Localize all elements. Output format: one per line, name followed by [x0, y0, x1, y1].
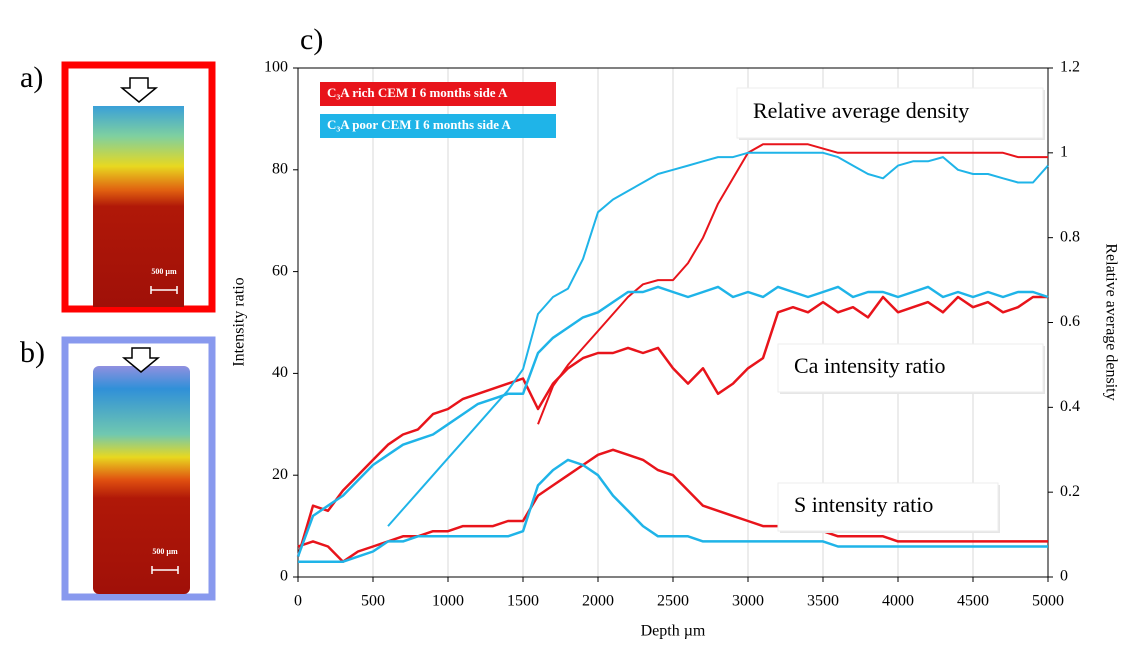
- panel-label: b): [20, 336, 45, 369]
- line-s-intensity: [297, 448, 1048, 563]
- y2-tick-label: 0.6: [1060, 313, 1080, 330]
- legend-label: C₃A rich CEM I 6 months side A: [327, 85, 508, 100]
- y2-tick-label: 1: [1060, 144, 1068, 161]
- line-density: [537, 143, 1048, 425]
- x-tick-label: 1500: [507, 593, 539, 610]
- y2-tick-label: 0.4: [1060, 398, 1080, 415]
- line-density: [387, 151, 1049, 527]
- x-tick-label: 0: [294, 593, 302, 610]
- y2-tick-label: 1.2: [1060, 59, 1080, 76]
- annotation: Ca intensity ratio: [794, 353, 946, 378]
- arrow: [119, 77, 159, 103]
- scale-bar: [151, 566, 179, 574]
- scan-image: [93, 366, 190, 594]
- panel-label: a): [20, 61, 43, 94]
- scan-image: [93, 106, 184, 307]
- annotation: S intensity ratio: [794, 492, 933, 517]
- x-tick-label: 500: [361, 593, 385, 610]
- scale-bar-label: 500 µm: [151, 267, 177, 276]
- x-tick-label: 2000: [582, 593, 614, 610]
- scale-bar: [150, 286, 178, 294]
- line-ca-intensity: [296, 285, 1049, 558]
- panel-b: b) 500 µm: [20, 336, 216, 601]
- y-tick-label: 40: [272, 364, 288, 381]
- legend-label: C₃A poor CEM I 6 months side A: [327, 117, 511, 132]
- y2-tick-label: 0.8: [1060, 228, 1080, 245]
- x-tick-label: 1000: [432, 593, 464, 610]
- x-tick-label: 4500: [957, 593, 989, 610]
- scale-bar-label: 500 µm: [152, 547, 178, 556]
- y-tick-label: 20: [272, 466, 288, 483]
- x-tick-label: 3000: [732, 593, 764, 610]
- y2-axis-label: Relative average density: [1102, 243, 1119, 400]
- annotation: Relative average density: [753, 98, 969, 123]
- x-tick-label: 5000: [1032, 593, 1064, 610]
- plot-frame: [297, 67, 1049, 578]
- panel-a: a) 500 µm: [20, 61, 216, 313]
- line-s-intensity: [298, 458, 1048, 563]
- y-tick-label: 100: [264, 59, 288, 76]
- annotation-box: [777, 343, 1044, 393]
- y2-tick-label: 0: [1060, 568, 1068, 585]
- y-tick-label: 60: [272, 262, 288, 279]
- annotation-box: [736, 87, 1044, 139]
- panel-border: [61, 61, 216, 313]
- panel-border: [61, 336, 216, 601]
- x-axis-label: Depth µm: [641, 623, 706, 640]
- arrow: [121, 347, 161, 373]
- line-ca-intensity: [296, 295, 1048, 557]
- y2-tick-label: 0.2: [1060, 483, 1080, 500]
- panel-label: c): [300, 23, 323, 56]
- x-tick-label: 3500: [807, 593, 839, 610]
- x-tick-label: 4000: [882, 593, 914, 610]
- legend-swatch: [320, 82, 556, 106]
- y-tick-label: 0: [280, 568, 288, 585]
- annotation-box: [777, 482, 999, 532]
- legend-swatch: [320, 114, 556, 138]
- y-tick-label: 80: [272, 160, 288, 177]
- x-tick-label: 2500: [657, 593, 689, 610]
- y-axis-label: Intensity ratio: [231, 277, 248, 366]
